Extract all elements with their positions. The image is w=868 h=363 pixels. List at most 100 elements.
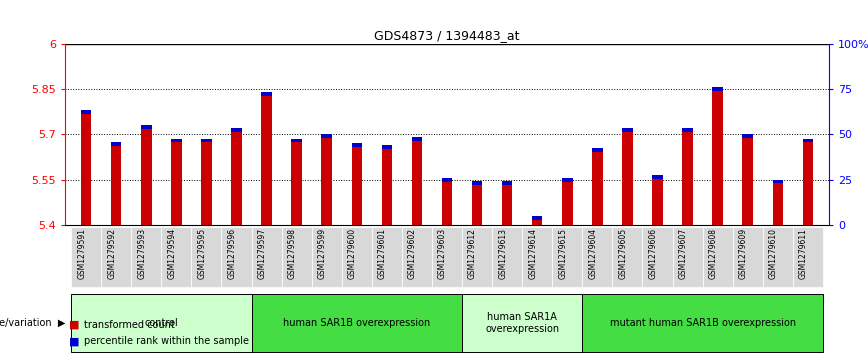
Text: GSM1279606: GSM1279606 (648, 228, 658, 280)
Bar (111, 142, 122, 146)
Text: transformed count: transformed count (84, 320, 175, 330)
Bar (411, 137, 422, 225)
Text: percentile rank within the sample: percentile rank within the sample (84, 336, 249, 346)
Bar (773, 180, 783, 183)
Bar (592, 148, 602, 225)
Bar (502, 181, 512, 185)
Bar (682, 128, 693, 225)
Bar (442, 178, 452, 182)
FancyBboxPatch shape (673, 227, 702, 287)
FancyBboxPatch shape (342, 227, 372, 287)
Bar (562, 178, 573, 182)
Text: GSM1279612: GSM1279612 (468, 228, 477, 279)
Bar (171, 139, 181, 142)
FancyBboxPatch shape (252, 227, 281, 287)
FancyBboxPatch shape (492, 227, 523, 287)
FancyBboxPatch shape (372, 227, 402, 287)
Bar (442, 178, 452, 225)
FancyBboxPatch shape (642, 227, 673, 287)
Bar (472, 181, 483, 185)
Text: GSM1279592: GSM1279592 (108, 228, 116, 279)
FancyBboxPatch shape (192, 227, 221, 287)
Bar (382, 145, 392, 148)
FancyBboxPatch shape (552, 227, 582, 287)
FancyBboxPatch shape (792, 227, 823, 287)
Bar (622, 128, 633, 225)
Text: human SAR1B overexpression: human SAR1B overexpression (283, 318, 431, 328)
FancyBboxPatch shape (102, 227, 131, 287)
Bar (532, 216, 542, 220)
FancyBboxPatch shape (252, 294, 462, 352)
FancyBboxPatch shape (702, 227, 733, 287)
Bar (231, 128, 242, 225)
Bar (111, 142, 122, 225)
Text: mutant human SAR1B overexpression: mutant human SAR1B overexpression (609, 318, 796, 328)
Bar (292, 139, 302, 142)
FancyBboxPatch shape (763, 227, 792, 287)
FancyBboxPatch shape (582, 294, 823, 352)
Text: GSM1279603: GSM1279603 (438, 228, 447, 280)
Bar (803, 139, 813, 142)
Bar (411, 137, 422, 141)
Text: ■: ■ (69, 336, 80, 346)
FancyBboxPatch shape (432, 227, 462, 287)
Bar (171, 139, 181, 225)
Bar (382, 145, 392, 225)
Text: ■: ■ (69, 320, 80, 330)
Bar (562, 178, 573, 225)
FancyBboxPatch shape (71, 227, 102, 287)
FancyBboxPatch shape (312, 227, 342, 287)
FancyBboxPatch shape (281, 227, 312, 287)
Bar (502, 181, 512, 225)
FancyBboxPatch shape (71, 294, 252, 352)
Bar (713, 87, 723, 91)
Bar (472, 181, 483, 225)
Text: GSM1279593: GSM1279593 (137, 228, 147, 280)
Bar (742, 134, 753, 138)
Bar (141, 125, 152, 129)
Bar (81, 110, 91, 114)
Text: GSM1279596: GSM1279596 (227, 228, 236, 280)
Text: control: control (144, 318, 178, 328)
Text: GSM1279597: GSM1279597 (258, 228, 266, 280)
Bar (352, 143, 362, 147)
Bar (742, 134, 753, 225)
Text: genotype/variation  ▶: genotype/variation ▶ (0, 318, 65, 328)
Bar (682, 128, 693, 132)
Text: GSM1279609: GSM1279609 (739, 228, 747, 280)
FancyBboxPatch shape (733, 227, 763, 287)
Text: GSM1279604: GSM1279604 (589, 228, 597, 280)
Bar (532, 216, 542, 225)
Bar (622, 128, 633, 132)
FancyBboxPatch shape (161, 227, 192, 287)
Title: GDS4873 / 1394483_at: GDS4873 / 1394483_at (374, 29, 520, 42)
Text: GSM1279602: GSM1279602 (408, 228, 417, 279)
FancyBboxPatch shape (402, 227, 432, 287)
Text: GSM1279601: GSM1279601 (378, 228, 387, 279)
Bar (201, 139, 212, 142)
Bar (321, 134, 332, 225)
Text: GSM1279598: GSM1279598 (287, 228, 297, 279)
Bar (592, 148, 602, 151)
Bar (141, 125, 152, 225)
Text: GSM1279610: GSM1279610 (769, 228, 778, 279)
FancyBboxPatch shape (613, 227, 642, 287)
Text: GSM1279599: GSM1279599 (318, 228, 326, 280)
Text: GSM1279614: GSM1279614 (529, 228, 537, 279)
Bar (261, 92, 272, 95)
FancyBboxPatch shape (221, 227, 252, 287)
Bar (81, 110, 91, 225)
FancyBboxPatch shape (523, 227, 552, 287)
Text: GSM1279594: GSM1279594 (168, 228, 176, 280)
Text: GSM1279613: GSM1279613 (498, 228, 507, 279)
Bar (292, 139, 302, 225)
Bar (652, 175, 663, 179)
Text: human SAR1A
overexpression: human SAR1A overexpression (485, 312, 559, 334)
Bar (352, 143, 362, 225)
FancyBboxPatch shape (582, 227, 613, 287)
Text: GSM1279607: GSM1279607 (679, 228, 687, 280)
Text: GSM1279611: GSM1279611 (799, 228, 808, 279)
Bar (201, 139, 212, 225)
Bar (261, 92, 272, 225)
FancyBboxPatch shape (462, 227, 492, 287)
